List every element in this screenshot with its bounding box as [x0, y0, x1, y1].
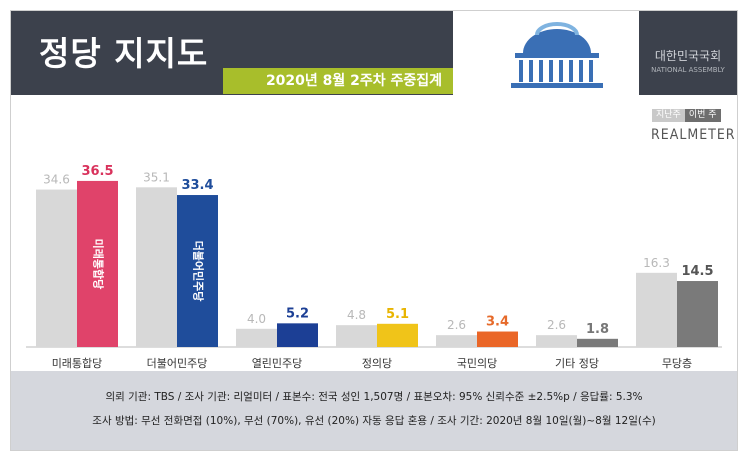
value-label-current: 1.8: [586, 322, 609, 337]
bar-this-week: [77, 180, 118, 347]
bar-this-week: [577, 338, 618, 347]
value-label-prev: 34.6: [43, 173, 70, 187]
bar-this-week: [677, 281, 718, 347]
bar-chart: 34.636.5미래통합당미래통합당35.133.4더불어민주당더불어민주당4.…: [26, 164, 722, 370]
bar-this-week: [377, 323, 418, 347]
bar-prev-week: [536, 335, 577, 347]
value-label-prev: 2.6: [547, 318, 566, 332]
page-title: 정당 지지도: [39, 34, 209, 73]
bar-this-week: [277, 323, 318, 347]
realmeter-logo: REALMETER: [651, 127, 736, 143]
category-label: 미래통합당: [52, 357, 103, 370]
value-label-prev: 4.8: [347, 308, 366, 322]
national-assembly-logo: [453, 11, 639, 95]
bar-prev-week: [36, 189, 77, 347]
category-label: 정의당: [362, 357, 392, 370]
chart-frame: 정당 지지도 2020년 8월 2주차 주중집계 대한민국국회 NATIONAL…: [10, 10, 738, 451]
national-assembly-building-icon: [511, 22, 603, 88]
value-label-prev: 35.1: [143, 170, 170, 184]
bar-this-week: [477, 331, 518, 347]
assembly-name-kr: 대한민국국회: [654, 49, 722, 63]
value-label-current: 3.4: [486, 315, 509, 330]
bar-prev-week: [336, 325, 377, 347]
value-label-current: 5.1: [386, 307, 409, 322]
bar-prev-week: [136, 187, 177, 347]
legend-this-week: 이번 주: [684, 109, 721, 122]
party-logo-text: 더불어민주당: [192, 241, 206, 302]
header: 정당 지지도 2020년 8월 2주차 주중집계 대한민국국회 NATIONAL…: [11, 11, 737, 95]
value-label-prev: 16.3: [643, 256, 670, 270]
category-label: 더불어민주당: [147, 357, 208, 370]
category-label: 열린민주당: [252, 357, 303, 370]
survey-period-badge: 2020년 8월 2주차 주중집계: [223, 68, 485, 94]
value-label-current: 5.2: [286, 306, 309, 321]
value-label-current: 14.5: [681, 264, 713, 279]
footer-line-1: 의뢰 기관: TBS / 조사 기관: 리얼미터 / 표본수: 전국 성인 1,…: [105, 391, 643, 403]
party-logo-text: 미래통합당: [92, 239, 106, 290]
bar-prev-week: [636, 272, 677, 347]
assembly-label: 대한민국국회 NATIONAL ASSEMBLY: [639, 11, 737, 95]
bar-prev-week: [236, 328, 277, 347]
value-label-current: 36.5: [81, 164, 113, 179]
bar-this-week: [177, 195, 218, 347]
legend-prev-week: 지난주: [652, 109, 685, 122]
bar-prev-week: [436, 335, 477, 347]
assembly-name-en: NATIONAL ASSEMBLY: [651, 66, 725, 74]
category-label: 기타 정당: [555, 357, 599, 370]
value-label-current: 33.4: [181, 178, 213, 193]
legend: 지난주 이번 주: [652, 109, 721, 122]
category-label: 국민의당: [457, 357, 497, 370]
footer-line-2: 조사 방법: 무선 전화면접 (10%), 무선 (70%), 유선 (20%)…: [92, 415, 656, 427]
survey-info-footer: 의뢰 기관: TBS / 조사 기관: 리얼미터 / 표본수: 전국 성인 1,…: [11, 371, 737, 450]
category-label: 무당층: [662, 357, 692, 370]
value-label-prev: 4.0: [247, 312, 266, 326]
value-label-prev: 2.6: [447, 318, 466, 332]
